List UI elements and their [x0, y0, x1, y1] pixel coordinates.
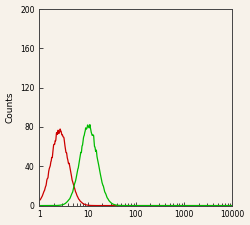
Y-axis label: Counts: Counts [6, 92, 15, 123]
